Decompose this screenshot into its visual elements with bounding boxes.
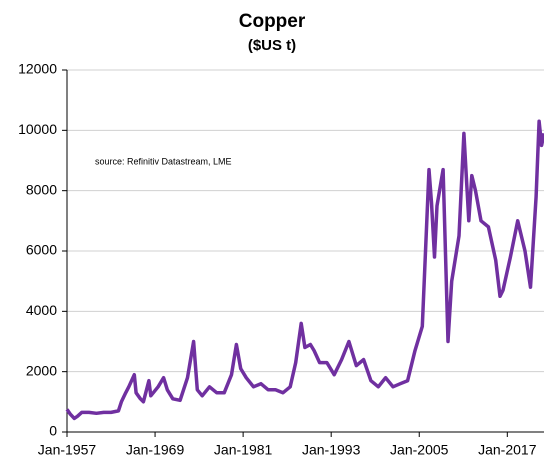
- x-tick-label: Jan-1981: [214, 442, 273, 458]
- y-tick-label: 4000: [26, 302, 57, 318]
- chart-subtitle: ($US t): [248, 37, 296, 54]
- annotation: source: Refinitiv Datastream, LME: [95, 156, 232, 166]
- y-tick-label: 2000: [26, 362, 57, 378]
- y-tick-label: 0: [49, 423, 57, 439]
- x-tick-label: Jan-2017: [478, 442, 537, 458]
- x-tick-label: Jan-2005: [390, 442, 449, 458]
- y-tick-label: 6000: [26, 242, 57, 258]
- x-tick-label: Jan-1957: [38, 442, 97, 458]
- chart-title: Copper: [239, 11, 306, 32]
- y-tick-label: 12000: [18, 61, 57, 77]
- y-tick-label: 8000: [26, 181, 57, 197]
- y-tick-label: 10000: [18, 121, 57, 137]
- x-tick-label: Jan-1969: [126, 442, 185, 458]
- x-tick-label: Jan-1993: [302, 442, 361, 458]
- data-line: [65, 119, 544, 421]
